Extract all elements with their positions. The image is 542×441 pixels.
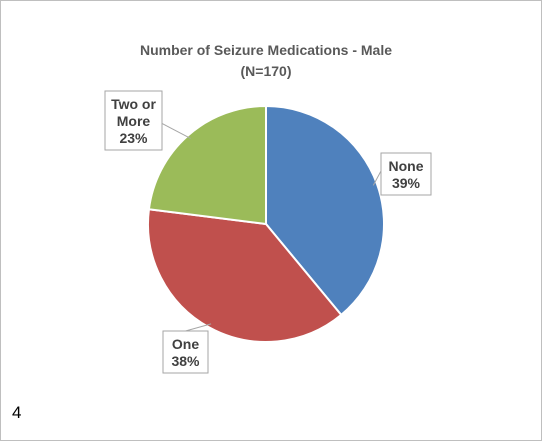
chart-subtitle: (N=170)	[241, 63, 292, 79]
label-box	[104, 90, 163, 151]
pie-slice-two-or-more	[147, 104, 267, 226]
chart-title: Number of Seizure Medications - Male	[140, 42, 392, 58]
label-leader-line	[161, 123, 191, 139]
label-box	[380, 152, 432, 196]
pie-slices	[147, 104, 385, 343]
slice-category-label: Two or	[111, 96, 156, 112]
pie-slice-none	[265, 104, 385, 317]
slice-category-label: None	[389, 158, 424, 174]
label-leader-line	[372, 170, 382, 186]
slice-category-label: One	[172, 336, 199, 352]
slice-percent-label: 39%	[392, 175, 421, 191]
slice-percent-label: 23%	[119, 130, 148, 146]
slice-percent-label: 38%	[171, 353, 200, 369]
pie-slice-one	[147, 208, 343, 343]
label-leader-line	[185, 323, 212, 332]
label-box	[162, 330, 209, 374]
slice-category-label: More	[117, 113, 151, 129]
page-number: 4	[12, 403, 22, 422]
